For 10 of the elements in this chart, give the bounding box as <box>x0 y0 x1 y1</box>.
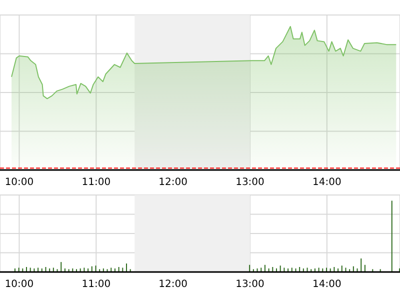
x-tick-label: 10:00 <box>4 177 34 188</box>
x-tick-label: 13:00 <box>236 177 264 188</box>
x-tick-label: 14:00 <box>312 177 342 188</box>
x-tick-label: 11:00 <box>82 279 111 290</box>
x-tick-label: 12:00 <box>158 279 188 290</box>
x-tick-label: 13:00 <box>236 279 264 290</box>
x-tick-label: 10:00 <box>4 279 34 290</box>
x-tick-label: 12:00 <box>158 177 188 188</box>
x-tick-label: 11:00 <box>82 177 111 188</box>
x-tick-label: 14:00 <box>312 279 342 290</box>
